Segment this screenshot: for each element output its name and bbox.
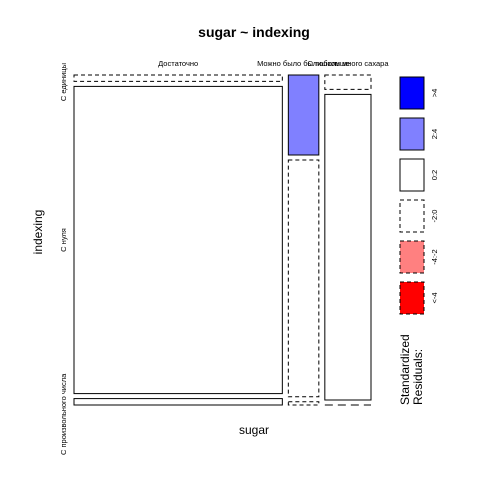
- legend-key: [399, 240, 425, 274]
- mosaic-cell-2-с-нуля: [287, 159, 320, 398]
- x-axis-label: sugar: [239, 423, 269, 437]
- legend-key: [399, 199, 425, 233]
- legend-label: 0:2: [430, 170, 439, 180]
- mosaic-cell-1-с-произвольного-числа: [73, 398, 283, 406]
- legend-key: [399, 158, 425, 192]
- mosaic-cell-3-с-единицы: [324, 74, 372, 90]
- y-tick-label: С нуля: [59, 228, 68, 252]
- legend-key: [399, 281, 425, 315]
- legend-title-line-2: Residuals:: [411, 349, 425, 405]
- x-tick-label: Можно было бы побольше: [257, 59, 350, 68]
- legend-label: >4: [430, 89, 439, 98]
- x-tick-label: Достаточно: [158, 59, 198, 68]
- legend-label: -4:-2: [430, 249, 439, 264]
- y-axis-label: indexing: [31, 210, 45, 255]
- mosaic-cell-2-с-единицы: [287, 74, 320, 156]
- mosaic-cell-2-с-произвольного-числа: [287, 401, 320, 406]
- y-tick-labels: С единицы С нуля С произвольного числа: [59, 63, 68, 455]
- legend-key: [399, 76, 425, 110]
- mosaic-cell-1-с-нуля: [73, 85, 283, 395]
- x-tick-label: Слишком много сахара: [307, 59, 389, 68]
- y-tick-label: С произвольного числа: [59, 373, 68, 455]
- legend-title-line-1: Standardized: [398, 334, 412, 405]
- legend-label: -2:0: [430, 210, 439, 223]
- y-tick-label: С единицы: [59, 63, 68, 101]
- legend: >4 2:4 0:2 -2:0 -4:-2 <-4 Standardized Residu…: [398, 76, 439, 405]
- legend-key: [399, 117, 425, 151]
- mosaic-cell-1-с-единицы: [73, 74, 283, 82]
- mosaic-cells: [73, 74, 372, 406]
- mosaic-cell-3-с-нуля: [324, 93, 372, 401]
- x-tick-labels: Достаточно Можно было бы побольшеСлишком …: [158, 59, 389, 68]
- legend-label: <-4: [430, 292, 439, 303]
- legend-label: 2:4: [430, 129, 439, 139]
- chart-title: sugar ~ indexing: [198, 24, 310, 40]
